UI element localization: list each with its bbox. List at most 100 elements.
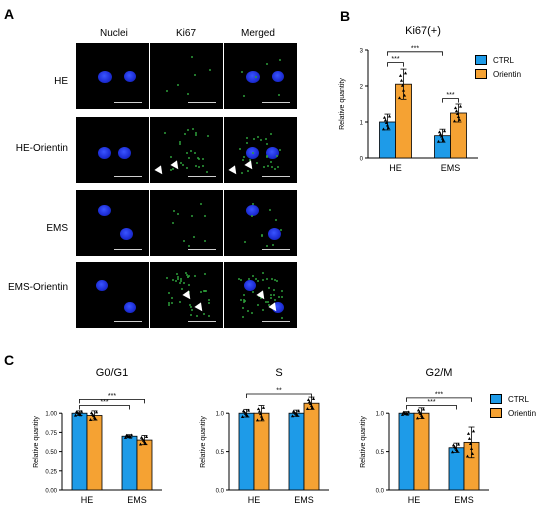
data-point xyxy=(400,412,405,416)
arrowhead-marker xyxy=(182,290,194,302)
ki67-signal xyxy=(261,272,264,275)
data-point xyxy=(94,410,99,414)
ki67-signal xyxy=(189,314,192,317)
ki67-signal xyxy=(171,296,174,299)
data-point xyxy=(305,407,310,411)
data-point xyxy=(260,417,265,421)
ki67-signal xyxy=(206,170,209,173)
data-point xyxy=(309,404,314,408)
ki67-signal xyxy=(205,290,208,293)
x-tick-label: EMS xyxy=(454,495,474,505)
y-tick-label: 0.5 xyxy=(216,450,225,456)
ki67-signal xyxy=(186,276,189,279)
ki67-signal xyxy=(265,63,268,66)
ki67-signal xyxy=(251,311,254,314)
column-header-ki67: Ki67 xyxy=(176,28,197,39)
ki67-signal xyxy=(279,149,282,152)
ki67-signal xyxy=(188,290,191,293)
ki67-signal xyxy=(260,235,263,238)
data-point xyxy=(399,78,404,82)
data-point xyxy=(400,83,405,87)
ki67-signal xyxy=(247,170,250,173)
ki67-signal xyxy=(199,202,202,205)
arrowhead-marker xyxy=(244,160,256,172)
nucleus xyxy=(268,228,281,240)
ki67-signal xyxy=(242,307,245,310)
data-point xyxy=(405,412,410,416)
nucleus xyxy=(118,147,131,159)
data-point xyxy=(456,115,461,118)
significance-bracket xyxy=(246,393,312,398)
y-tick-label: 0.0 xyxy=(376,489,385,495)
ki67-signal xyxy=(193,236,196,239)
data-point xyxy=(415,416,420,420)
ki67-signal xyxy=(193,152,196,155)
ki67-signal xyxy=(269,133,272,136)
micrograph-ems-orientin-merged xyxy=(224,262,297,328)
ki67-signal xyxy=(182,239,185,242)
ki67-signal xyxy=(273,289,276,292)
data-point xyxy=(420,415,425,419)
ki67-signal xyxy=(191,128,194,131)
data-point xyxy=(258,412,263,416)
x-tick-label: HE xyxy=(408,495,421,505)
data-point xyxy=(381,127,386,131)
ki67-signal xyxy=(164,131,167,134)
data-point xyxy=(144,435,149,438)
ki67-signal xyxy=(255,277,258,280)
significance-label: *** xyxy=(411,45,419,52)
ki67-signal xyxy=(186,274,189,277)
nucleus xyxy=(96,280,108,291)
bar-ctrl-ems xyxy=(121,435,138,491)
data-point xyxy=(454,109,459,113)
legend-label-ctrl: CTRL xyxy=(508,394,529,404)
y-tick-label: 1.0 xyxy=(376,412,385,418)
significance-bracket xyxy=(387,62,404,67)
ki67-signal xyxy=(261,279,264,282)
ki67-signal xyxy=(244,299,247,302)
ki67-signal xyxy=(195,314,198,317)
ki67-signal xyxy=(172,221,175,224)
scale-bar xyxy=(262,249,290,250)
ki67-signal xyxy=(178,301,181,304)
nucleus xyxy=(246,205,259,216)
row-label-he: HE xyxy=(54,76,68,87)
ki67-signal xyxy=(202,290,205,293)
significance-label: *** xyxy=(100,399,108,406)
data-point xyxy=(440,136,445,140)
legend-swatch-orientin xyxy=(490,408,502,418)
data-point xyxy=(310,406,315,410)
panel-letter-a: A xyxy=(4,6,15,22)
ki67-signal xyxy=(257,304,260,307)
data-point xyxy=(458,104,463,108)
bar-orientin-he xyxy=(413,412,430,491)
data-point xyxy=(259,414,264,418)
chart-title: S xyxy=(275,367,282,379)
data-point xyxy=(386,126,391,130)
ki67-signal xyxy=(180,279,183,282)
ki67-signal xyxy=(195,131,198,134)
scale-bar xyxy=(114,249,142,250)
ki67-signal xyxy=(240,171,243,174)
ki67-signal xyxy=(182,164,185,167)
y-axis-label: Relative quantity xyxy=(33,416,40,468)
bar-ctrl-he xyxy=(398,412,415,491)
ki67-signal xyxy=(177,212,180,215)
micrograph-he-merged xyxy=(224,43,297,109)
ki67-signal xyxy=(272,294,275,297)
ki67-signal xyxy=(264,137,267,140)
ki67-signal xyxy=(243,301,246,304)
chart-title: G2/M xyxy=(426,367,453,379)
micrograph-he-orientin-merged xyxy=(224,117,297,183)
ki67-signal xyxy=(270,294,273,297)
ki67-signal xyxy=(169,169,172,172)
data-point xyxy=(455,449,460,453)
significance-bracket xyxy=(406,405,457,410)
data-point xyxy=(78,413,83,417)
chart-title: Ki67(+) xyxy=(405,25,441,37)
ki67-signal xyxy=(179,140,182,143)
ki67-signal xyxy=(246,137,249,140)
micrograph-he-nuclei xyxy=(76,43,149,109)
ki67-signal xyxy=(176,84,179,87)
ki67-signal xyxy=(190,305,193,308)
